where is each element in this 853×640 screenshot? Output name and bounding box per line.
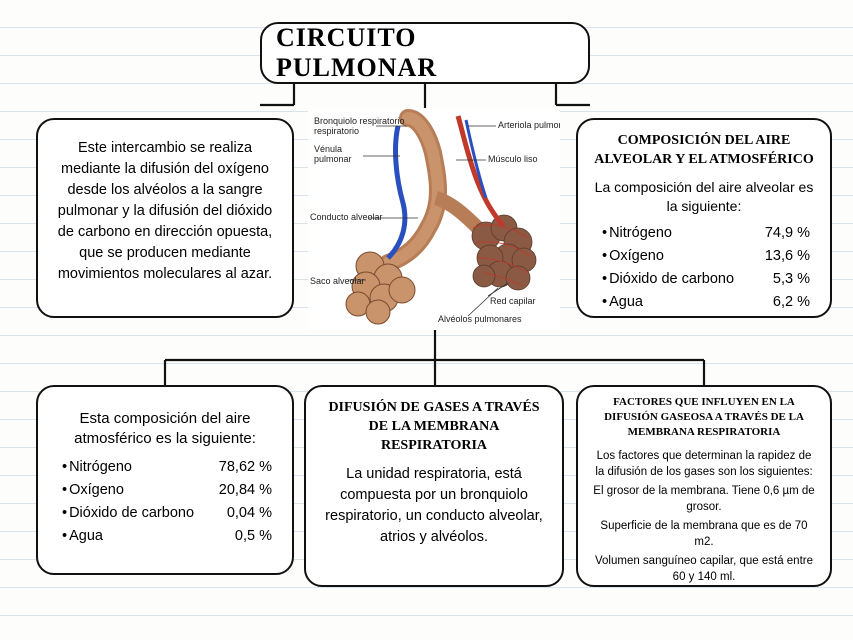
svg-text:Alvéolos pulmonares: Alvéolos pulmonares <box>438 314 522 324</box>
svg-text:Arteriola pulmonar: Arteriola pulmonar <box>498 120 560 130</box>
composition-value: 5,3 % <box>773 269 810 290</box>
svg-text:pulmonar: pulmonar <box>314 154 352 164</box>
composition-row: •Dióxido de carbono 5,3 % <box>592 268 816 291</box>
box-gas-diffusion: DIFUSIÓN DE GASES A TRAVÉS DE LA MEMBRAN… <box>304 385 564 587</box>
composition-value: 13,6 % <box>765 246 810 267</box>
box-b-heading: COMPOSICIÓN DEL AIRE ALVEOLAR Y EL ATMOS… <box>592 132 816 170</box>
factor-line: El grosor de la membrana. Tiene 0,6 µm d… <box>592 483 816 515</box>
composition-label: •Nitrógeno <box>62 457 132 478</box>
composition-label: •Oxígeno <box>602 246 664 267</box>
composition-value: 74,9 % <box>765 223 810 244</box>
composition-label: •Agua <box>602 292 643 313</box>
composition-row: •Nitrógeno 78,62 % <box>52 456 278 479</box>
factor-line: Volumen sanguíneo capilar, que está entr… <box>592 553 816 585</box>
composition-value: 0,04 % <box>227 503 272 524</box>
factor-line: Superficie de la membrana que es de 70 m… <box>592 518 816 550</box>
svg-text:Conducto alveolar: Conducto alveolar <box>310 212 383 222</box>
factor-line: Los factores que determinan la rapidez d… <box>592 448 816 480</box>
box-d-text: La unidad respiratoria, está compuesta p… <box>320 464 548 548</box>
composition-row: •Oxígeno 13,6 % <box>592 245 816 268</box>
box-atmospheric-composition: Esta composición del aire atmosférico es… <box>36 385 294 575</box>
box-c-intro: Esta composición del aire atmosférico es… <box>52 409 278 450</box>
composition-value: 78,62 % <box>219 457 272 478</box>
composition-label: •Nitrógeno <box>602 223 672 244</box>
composition-value: 20,84 % <box>219 480 272 501</box>
box-d-heading: DIFUSIÓN DE GASES A TRAVÉS DE LA MEMBRAN… <box>320 399 548 456</box>
composition-row: •Agua 0,5 % <box>52 525 278 548</box>
svg-text:Músculo liso: Músculo liso <box>488 154 538 164</box>
title-box: CIRCUITO PULMONAR <box>260 22 590 84</box>
svg-text:Saco alveolar: Saco alveolar <box>310 276 365 286</box>
svg-text:respiratorio: respiratorio <box>314 126 359 136</box>
composition-row: •Oxígeno 20,84 % <box>52 479 278 502</box>
box-alveolar-composition: COMPOSICIÓN DEL AIRE ALVEOLAR Y EL ATMOS… <box>576 118 832 318</box>
composition-value: 0,5 % <box>235 526 272 547</box>
svg-text:Bronquiolo respiratorio: Bronquiolo respiratorio <box>314 116 405 126</box>
exchange-text: Este intercambio se realiza mediante la … <box>52 138 278 285</box>
composition-list: •Nitrógeno78,62 %•Oxígeno20,84 %•Dióxido… <box>52 456 278 548</box>
composition-row: •Nitrógeno 74,9 % <box>592 222 816 245</box>
composition-list: •Nitrógeno74,9 %•Oxígeno13,6 %•Dióxido d… <box>592 222 816 314</box>
composition-label: •Dióxido de carbono <box>602 269 734 290</box>
composition-row: •Agua 6,2 % <box>592 291 816 314</box>
composition-label: •Dióxido de carbono <box>62 503 194 524</box>
box-diffusion-factors: FACTORES QUE INFLUYEN EN LA DIFUSIÓN GAS… <box>576 385 832 587</box>
page-title: CIRCUITO PULMONAR <box>276 23 574 83</box>
composition-label: •Oxígeno <box>62 480 124 501</box>
box-b-intro: La composición del aire alveolar es la s… <box>592 178 816 216</box>
box-exchange-description: Este intercambio se realiza mediante la … <box>36 118 294 318</box>
composition-value: 6,2 % <box>773 292 810 313</box>
box-e-body: Los factores que determinan la rapidez d… <box>592 448 816 586</box>
composition-label: •Agua <box>62 526 103 547</box>
composition-row: •Dióxido de carbono 0,04 % <box>52 502 278 525</box>
svg-text:Vénula: Vénula <box>314 144 342 154</box>
alveoli-diagram: Bronquiolo respiratorio respiratorio Art… <box>308 108 560 330</box>
svg-text:Red capilar: Red capilar <box>490 296 536 306</box>
box-e-heading: FACTORES QUE INFLUYEN EN LA DIFUSIÓN GAS… <box>592 395 816 440</box>
